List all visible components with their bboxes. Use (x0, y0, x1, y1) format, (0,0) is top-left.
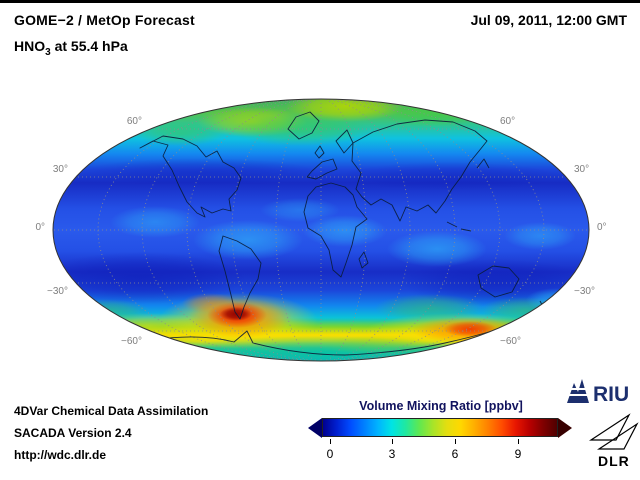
lat-label-left--30: −30° (47, 286, 68, 297)
dlr-emblem-icon (588, 413, 639, 450)
lat-label-left-30: 30° (52, 164, 68, 175)
top-border (0, 0, 640, 3)
colorbar-tickmark-9 (518, 439, 519, 444)
coast-south-america (218, 235, 262, 320)
riu-mountain-icon (566, 379, 590, 403)
anomaly-blobs (53, 99, 589, 361)
lat-label-right-0: 0° (597, 222, 607, 233)
coast-asia (351, 119, 488, 222)
footer-url: http://wdc.dlr.de (14, 448, 106, 462)
colorbar-tick-9: 9 (514, 447, 522, 461)
footer-line-1: 4DVar Chemical Data Assimilation (14, 404, 209, 418)
colorbar-title: Volume Mixing Ratio [ppbv] (359, 399, 523, 413)
species-title: HNO3 at 55.4 hPa (14, 38, 128, 58)
timestamp: Jul 09, 2011, 12:00 GMT (470, 12, 627, 28)
colorbar-tickmark-0 (330, 439, 331, 444)
lat-label-left--60: −60° (121, 336, 142, 347)
riu-logo-text: RIU (593, 383, 629, 406)
dlr-logo-text: DLR (598, 453, 630, 469)
species-prefix: HNO (14, 38, 46, 54)
colorbar-tick-0: 0 (326, 447, 334, 461)
species-subscript: 3 (45, 46, 51, 58)
lat-label-right--60: −60° (500, 336, 521, 347)
riu-logo: RIU (566, 377, 632, 407)
lat-label-left-60: 60° (126, 116, 142, 127)
colorbar-arrow-left (308, 418, 322, 438)
colorbar-tick-3: 3 (388, 447, 396, 461)
footer-line-2: SACADA Version 2.4 (14, 426, 132, 440)
coastlines (139, 111, 547, 356)
colorbar-tick-6: 6 (451, 447, 459, 461)
globe-outline (52, 98, 590, 362)
coast-africa (303, 182, 369, 278)
graticule (53, 99, 589, 361)
colorbar-gradient (322, 418, 558, 437)
coast-greenland (287, 111, 320, 140)
coast-islands (446, 158, 490, 232)
colorbar-tickmark-6 (455, 439, 456, 444)
lat-label-right-30: 30° (574, 164, 590, 175)
colorbar-arrow-right (558, 418, 572, 438)
coast-north-america (139, 135, 242, 218)
lat-label-right-60: 60° (500, 116, 516, 127)
species-suffix: at 55.4 hPa (50, 38, 128, 54)
colorbar-tickmark-3 (392, 439, 393, 444)
coast-antarctica (151, 330, 493, 356)
lat-label-left-0: 0° (35, 222, 45, 233)
lat-label-right--30: −30° (574, 286, 595, 297)
dlr-logo: DLR (586, 410, 640, 470)
plot-title: GOME−2 / MetOp Forecast (14, 12, 195, 28)
